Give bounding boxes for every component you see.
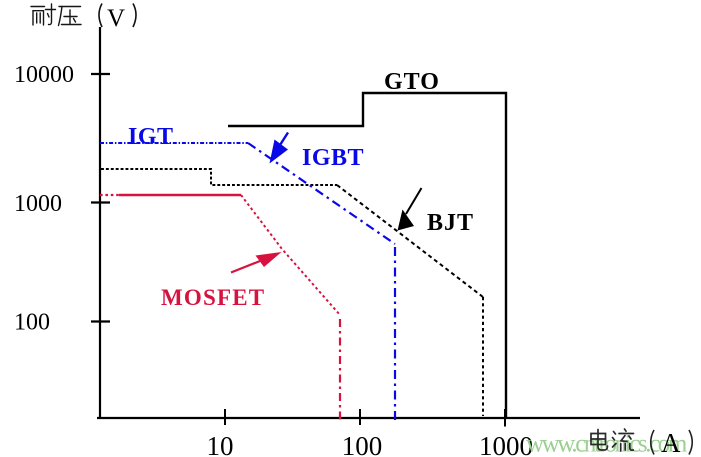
svg-text:A: A bbox=[661, 428, 681, 457]
svg-text:IGBT: IGBT bbox=[302, 145, 364, 171]
svg-text:100: 100 bbox=[342, 431, 383, 457]
svg-text:BJT: BJT bbox=[427, 210, 474, 236]
svg-text:V: V bbox=[107, 5, 125, 32]
svg-text:MOSFET: MOSFET bbox=[161, 285, 265, 310]
svg-text:IGT: IGT bbox=[128, 124, 174, 150]
svg-text:100: 100 bbox=[14, 310, 50, 336]
svg-text:1000: 1000 bbox=[14, 191, 62, 217]
svg-text:www.cntronics.com: www.cntronics.com bbox=[526, 431, 688, 457]
svg-text:10: 10 bbox=[207, 431, 234, 457]
svg-text:1000: 1000 bbox=[479, 431, 533, 457]
svg-text:GTO: GTO bbox=[384, 69, 440, 95]
svg-text:10000: 10000 bbox=[14, 62, 74, 88]
